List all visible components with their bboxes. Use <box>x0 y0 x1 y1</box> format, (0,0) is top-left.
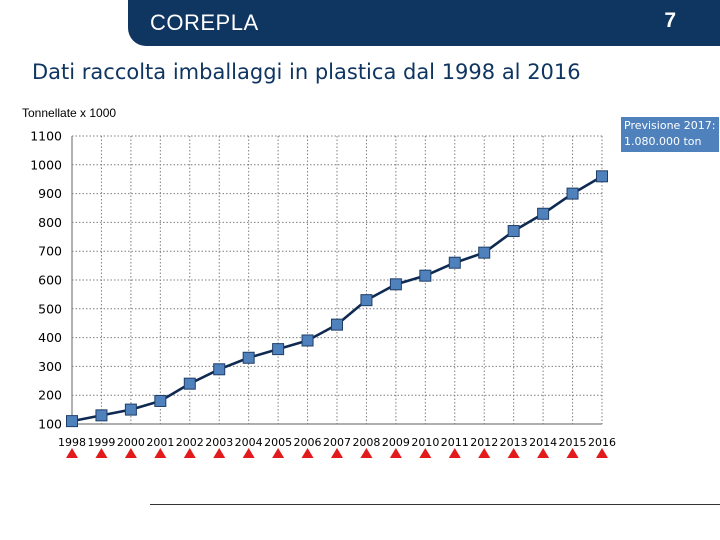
y-axis-label: Tonnellate x 1000 <box>22 106 117 120</box>
data-point-2012 <box>478 246 491 259</box>
year-marker-triangle-2009 <box>389 448 402 458</box>
x-tick-label-2013: 2013 <box>500 436 528 449</box>
year-marker-triangle-2004 <box>242 448 255 458</box>
x-tick-label-2003: 2003 <box>205 436 233 449</box>
x-tick-label-2001: 2001 <box>146 436 174 449</box>
y-tick-label-600: 600 <box>38 273 62 288</box>
data-point-2006 <box>301 334 314 347</box>
data-point-2011 <box>448 256 461 269</box>
year-marker-triangle-2013 <box>507 448 520 458</box>
year-marker-triangle-2000 <box>124 448 137 458</box>
year-marker-triangle-2016 <box>596 448 608 458</box>
year-marker-triangle-2006 <box>301 448 314 458</box>
x-tick-label-2016: 2016 <box>588 436 616 449</box>
data-point-1998 <box>66 415 78 428</box>
x-tick-label-2008: 2008 <box>352 436 380 449</box>
y-tick-label-500: 500 <box>38 301 62 316</box>
y-tick-label-900: 900 <box>38 186 62 201</box>
x-tick-label-2011: 2011 <box>441 436 469 449</box>
year-marker-triangle-1998 <box>66 448 78 458</box>
year-marker-triangle-2011 <box>448 448 461 458</box>
y-tick-label-400: 400 <box>38 330 62 345</box>
year-marker-triangle-2005 <box>272 448 285 458</box>
data-point-2007 <box>331 318 343 331</box>
x-tick-label-2010: 2010 <box>411 436 439 449</box>
x-tick-label-1999: 1999 <box>87 436 115 449</box>
data-point-1999 <box>95 409 108 422</box>
y-tick-label-800: 800 <box>38 215 62 230</box>
forecast-note: Previsione 2017: 1.080.000 ton <box>621 117 719 152</box>
x-tick-label-2012: 2012 <box>470 436 498 449</box>
y-tick-label-100: 100 <box>38 417 62 432</box>
year-marker-triangle-2003 <box>213 448 226 458</box>
header-bar <box>128 0 720 46</box>
year-marker-triangle-2002 <box>183 448 196 458</box>
corepla-logo: COREPLA <box>150 10 259 35</box>
y-tick-label-1100: 1100 <box>30 129 62 144</box>
y-tick-label-700: 700 <box>38 244 62 259</box>
x-tick-label-2002: 2002 <box>176 436 204 449</box>
x-tick-label-2005: 2005 <box>264 436 292 449</box>
year-marker-triangle-2007 <box>331 448 343 458</box>
y-tick-label-300: 300 <box>38 359 62 374</box>
x-tick-label-2014: 2014 <box>529 436 557 449</box>
footer-divider <box>150 504 720 505</box>
year-marker-triangle-2015 <box>566 448 579 458</box>
y-tick-label-1000: 1000 <box>30 157 62 172</box>
data-point-2002 <box>183 377 196 390</box>
data-point-2010 <box>419 269 432 282</box>
y-tick-label-200: 200 <box>38 388 62 403</box>
year-marker-triangle-2012 <box>478 448 491 458</box>
data-point-2013 <box>507 225 520 238</box>
data-point-2015 <box>566 187 579 200</box>
data-point-2004 <box>242 351 255 364</box>
data-point-2009 <box>389 278 402 291</box>
data-point-2014 <box>537 207 550 220</box>
x-tick-label-2000: 2000 <box>117 436 145 449</box>
data-point-2005 <box>272 343 285 356</box>
year-marker-triangle-2010 <box>419 448 432 458</box>
x-tick-label-2004: 2004 <box>235 436 263 449</box>
x-tick-label-1998: 1998 <box>58 436 86 449</box>
data-point-2008 <box>360 294 373 307</box>
year-marker-triangle-1999 <box>95 448 108 458</box>
year-marker-triangle-2001 <box>154 448 167 458</box>
x-tick-label-2007: 2007 <box>323 436 351 449</box>
data-point-2000 <box>124 403 137 416</box>
slide-title: Dati raccolta imballaggi in plastica dal… <box>32 60 581 84</box>
x-tick-label-2015: 2015 <box>559 436 587 449</box>
data-point-2016 <box>596 170 608 183</box>
data-point-2001 <box>154 394 167 407</box>
year-marker-triangle-2014 <box>537 448 550 458</box>
x-tick-label-2006: 2006 <box>294 436 322 449</box>
data-point-2003 <box>213 363 226 376</box>
year-marker-triangle-2008 <box>360 448 373 458</box>
page-number: 7 <box>664 9 676 32</box>
x-tick-label-2009: 2009 <box>382 436 410 449</box>
